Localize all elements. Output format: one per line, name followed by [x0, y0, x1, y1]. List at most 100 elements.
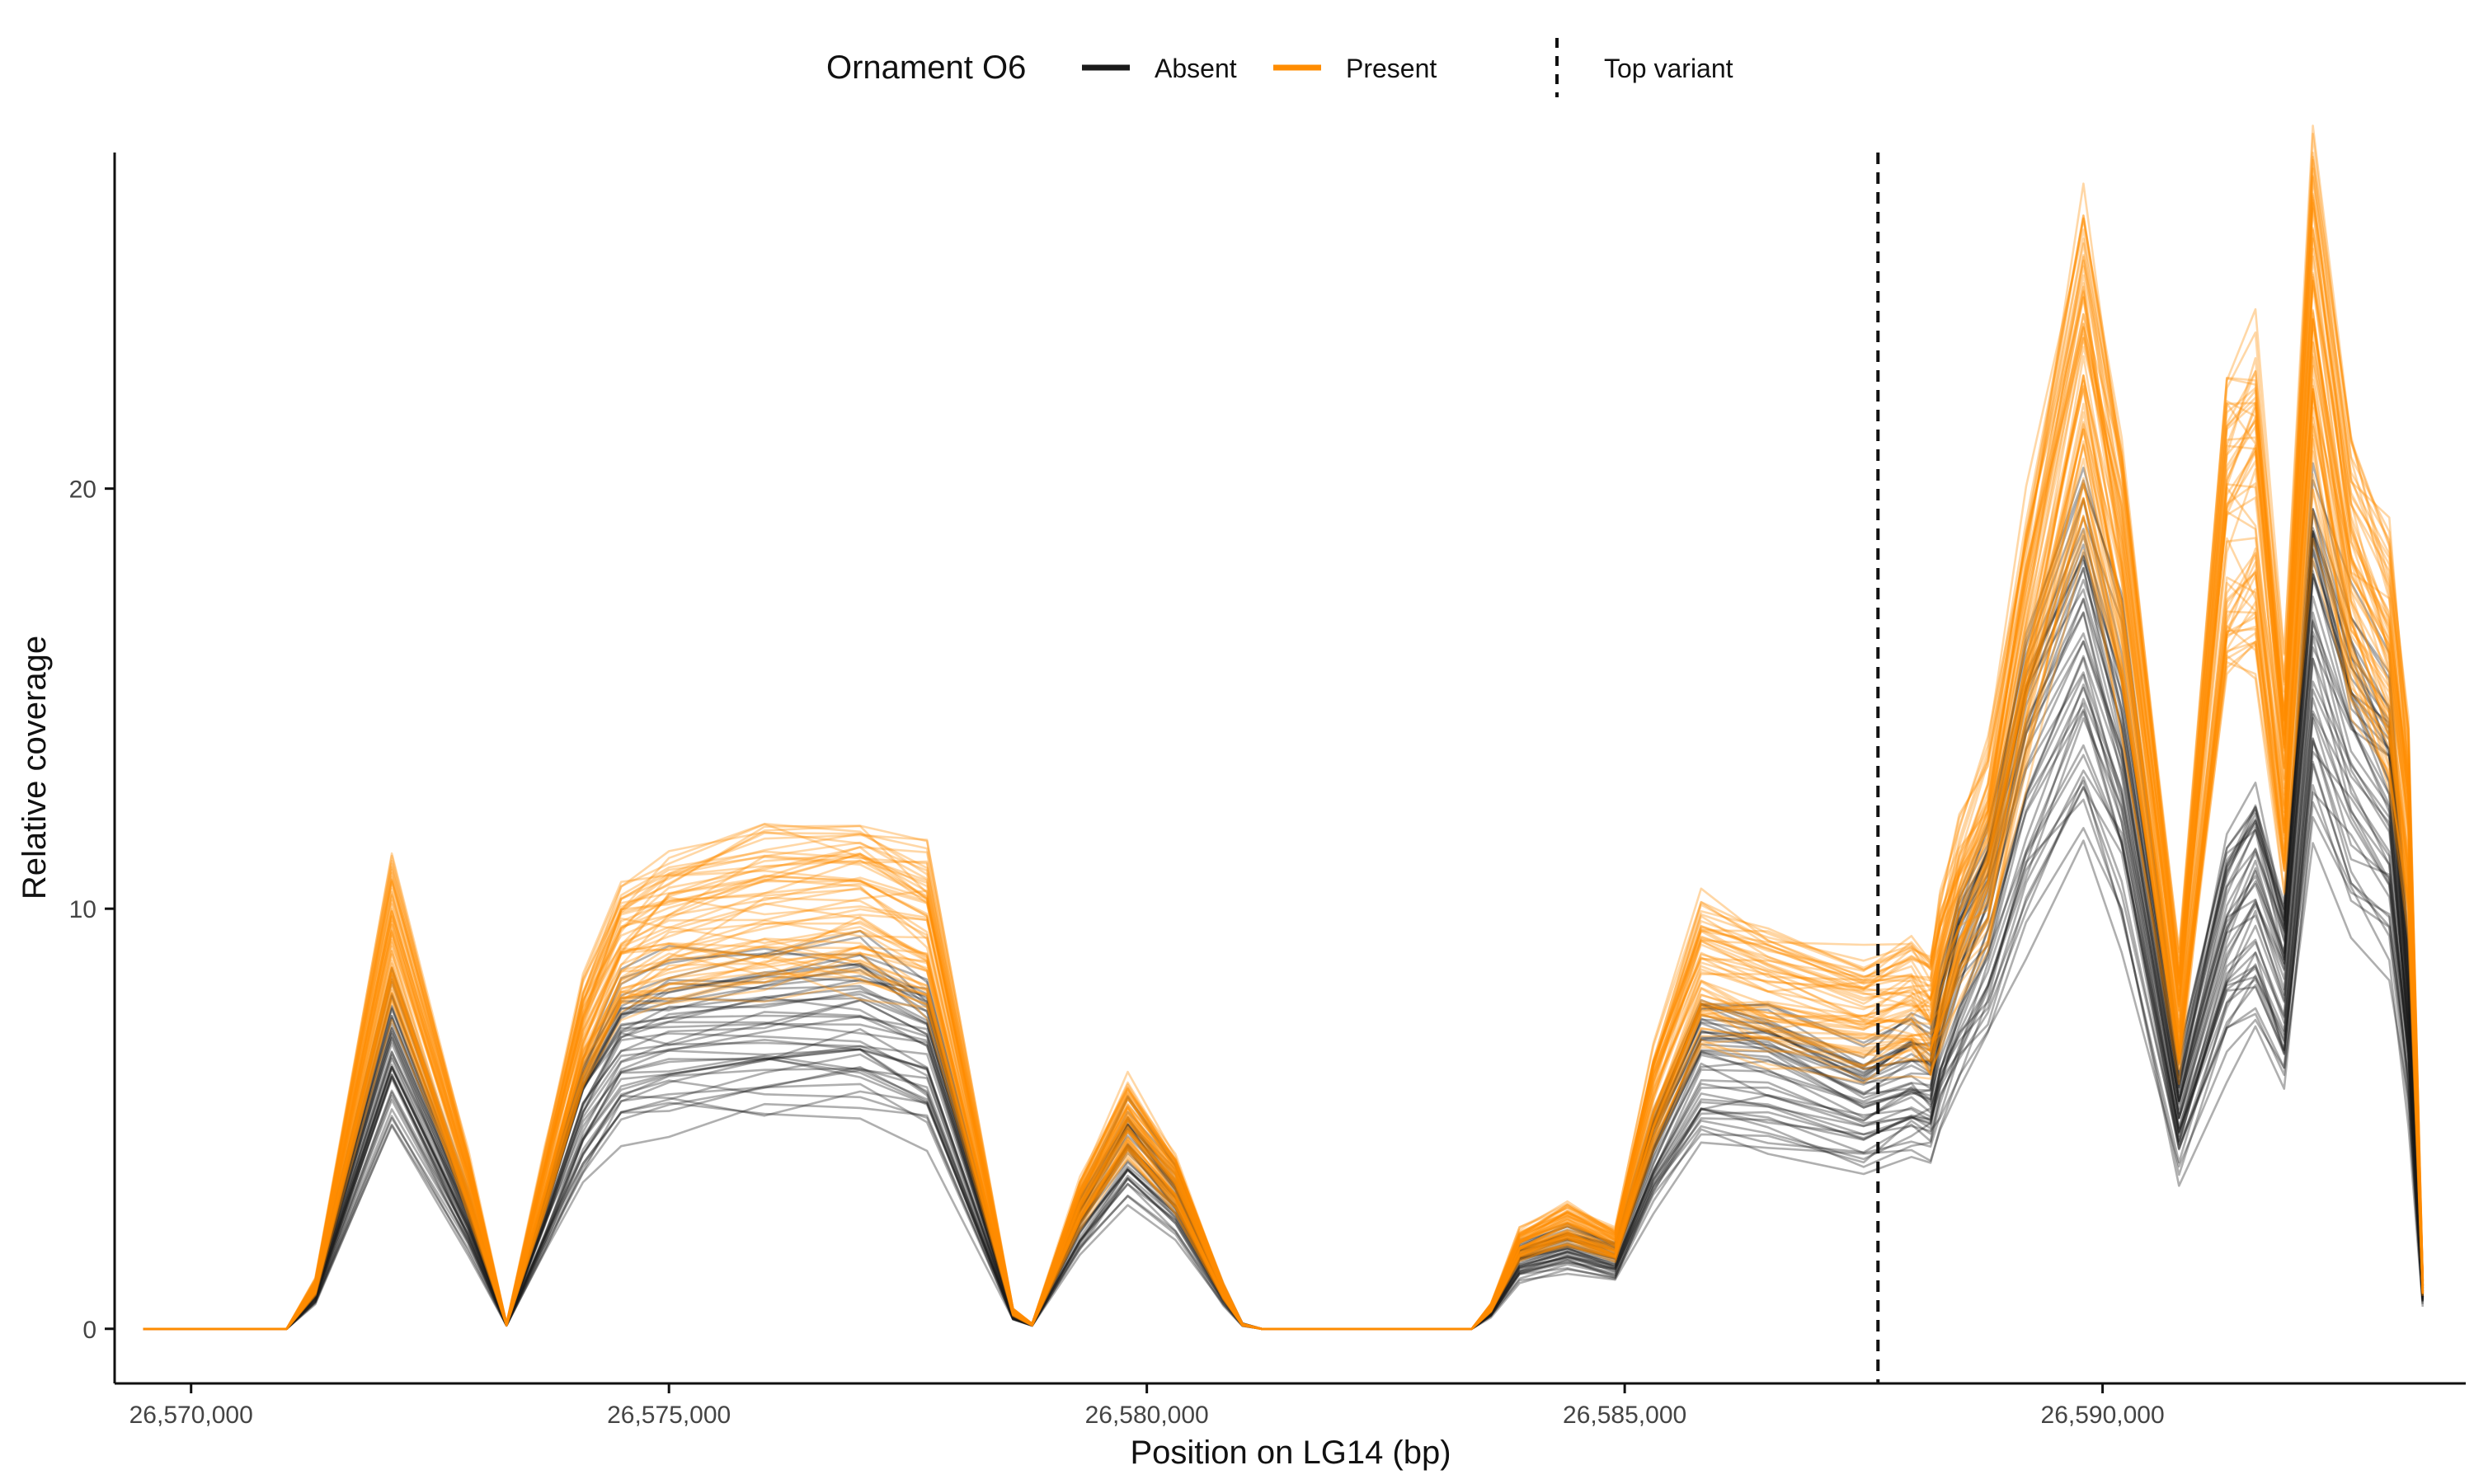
series-line-absent [143, 655, 2425, 1331]
series-line-absent [143, 530, 2425, 1331]
series-line-present [143, 373, 2425, 1331]
series-line-present [143, 237, 2425, 1331]
series-line-absent [143, 611, 2425, 1331]
series-line-absent [143, 657, 2425, 1331]
series-line-present [143, 387, 2425, 1331]
series-line-present [143, 192, 2425, 1331]
series-line-absent [143, 801, 2425, 1331]
series-line-present [143, 440, 2425, 1331]
series-line-present [143, 279, 2425, 1331]
series-line-absent [143, 697, 2425, 1331]
series-line-present [143, 196, 2425, 1331]
series-line-absent [143, 839, 2425, 1331]
series-line-absent [143, 687, 2425, 1331]
series-line-absent [143, 566, 2425, 1331]
series-line-absent [143, 697, 2425, 1331]
x-tick-label: 26,590,000 [2041, 1402, 2165, 1429]
series-line-present [143, 229, 2425, 1331]
series-line-present [143, 227, 2425, 1331]
series-line-absent [143, 717, 2425, 1331]
series-line-present [143, 199, 2425, 1331]
y-tick-label: 0 [82, 1317, 96, 1344]
series-line-present [143, 167, 2425, 1331]
series-line-present [143, 175, 2425, 1331]
series-line-present [143, 416, 2425, 1331]
series-line-absent [143, 740, 2425, 1331]
series-line-present [143, 273, 2425, 1331]
series-line-present [143, 388, 2425, 1331]
series-line-present [143, 450, 2425, 1331]
series-line-absent [143, 538, 2425, 1331]
series-line-absent [143, 560, 2425, 1331]
series-line-present [143, 310, 2425, 1331]
series-line-present [143, 354, 2425, 1331]
series-line-present [143, 284, 2425, 1331]
series-line-present [143, 319, 2425, 1331]
legend-label-present: Present [1346, 54, 1437, 83]
series-line-present [143, 336, 2425, 1331]
series-line-absent [143, 508, 2425, 1331]
series-line-absent [143, 497, 2425, 1331]
series-line-present [143, 341, 2425, 1331]
x-tick-label: 26,580,000 [1085, 1402, 1209, 1429]
x-tick-label: 26,585,000 [1563, 1402, 1686, 1429]
axes: 26,570,000 26,575,000 26,580,000 26,585,000… [69, 153, 2466, 1429]
x-ticks: 26,570,000 26,575,000 26,580,000 26,585,000… [129, 1383, 2165, 1429]
series-line-absent [143, 656, 2425, 1331]
series-line-absent [143, 462, 2425, 1331]
series-line-absent [143, 737, 2425, 1331]
series-line-present [143, 312, 2425, 1331]
series-line-present [143, 318, 2425, 1331]
series-line-present [143, 406, 2425, 1331]
series-line-absent [143, 635, 2425, 1331]
series-line-present [143, 434, 2425, 1331]
series-line-absent [143, 760, 2425, 1331]
series-line-present [143, 308, 2425, 1331]
series-line-present [143, 201, 2425, 1331]
series-line-present [143, 391, 2425, 1331]
series-lines [143, 124, 2425, 1331]
series-line-present [143, 378, 2425, 1331]
series-line-present [143, 488, 2425, 1331]
legend-label-top-variant: Top variant [1604, 54, 1733, 83]
series-line-absent [143, 467, 2425, 1331]
series-line-present [143, 207, 2425, 1331]
series-line-present [143, 228, 2425, 1331]
series-line-present [143, 317, 2425, 1331]
series-line-absent [143, 595, 2425, 1331]
series-line-absent [143, 619, 2425, 1331]
series-line-present [143, 364, 2425, 1331]
series-line-present [143, 271, 2425, 1331]
series-line-present [143, 133, 2425, 1331]
series-line-present [143, 425, 2425, 1331]
series-line-present [143, 275, 2425, 1331]
y-tick-label: 20 [69, 477, 96, 504]
series-line-present [143, 124, 2425, 1331]
series-line-absent [143, 612, 2425, 1331]
series-line-absent [143, 786, 2425, 1331]
series-line-present [143, 355, 2425, 1331]
series-line-absent [143, 738, 2425, 1331]
series-line-present [143, 497, 2425, 1331]
series-line-absent [143, 763, 2425, 1331]
x-axis-title: Position on LG14 (bp) [1130, 1435, 1451, 1471]
series-line-absent [143, 530, 2425, 1331]
series-line-present [143, 549, 2425, 1331]
series-line-present [143, 387, 2425, 1331]
series-line-present [143, 481, 2425, 1331]
series-line-absent [143, 631, 2425, 1331]
y-ticks: 0 10 20 [69, 477, 115, 1344]
y-axis-title: Relative coverage [16, 636, 53, 899]
series-line-present [143, 176, 2425, 1331]
series-line-present [143, 438, 2425, 1331]
legend-label-absent: Absent [1155, 54, 1237, 83]
series-line-absent [143, 683, 2425, 1331]
series-line-absent [143, 710, 2425, 1331]
series-line-present [143, 194, 2425, 1331]
series-line-present [143, 158, 2425, 1331]
legend: Ornament O6 Absent Present Top variant [826, 38, 1733, 97]
series-line-present [143, 411, 2425, 1331]
series-line-present [143, 477, 2425, 1331]
series-line-absent [143, 479, 2425, 1331]
